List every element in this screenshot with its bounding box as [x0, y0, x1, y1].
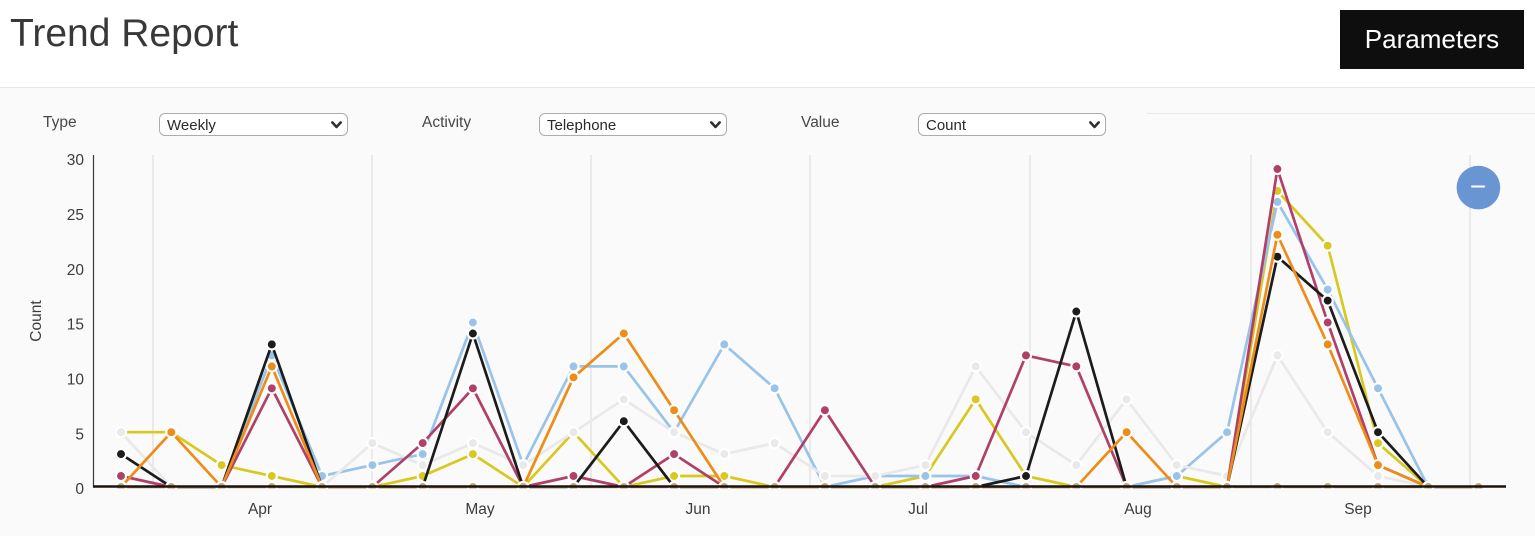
svg-text:10: 10	[67, 372, 85, 389]
svg-text:0: 0	[75, 481, 84, 498]
svg-text:15: 15	[67, 317, 84, 334]
svg-text:30: 30	[67, 152, 85, 169]
svg-text:Jun: Jun	[686, 501, 711, 518]
svg-text:Apr: Apr	[248, 501, 272, 518]
svg-text:Jul: Jul	[908, 501, 928, 518]
svg-text:Sep: Sep	[1344, 501, 1372, 518]
svg-text:Aug: Aug	[1124, 501, 1152, 518]
svg-text:May: May	[465, 501, 495, 518]
svg-text:5: 5	[75, 426, 84, 443]
svg-text:Count: Count	[28, 300, 45, 342]
svg-text:25: 25	[67, 207, 84, 224]
svg-text:20: 20	[67, 262, 85, 279]
